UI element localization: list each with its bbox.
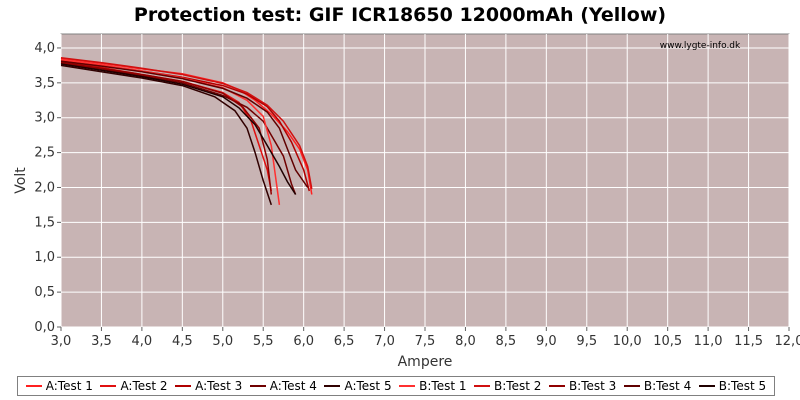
x-tick-label: 10,0	[613, 334, 642, 349]
legend-item-5: A:Test 5	[324, 379, 392, 393]
legend-label: B:Test 1	[419, 379, 467, 393]
legend-swatch	[698, 385, 715, 387]
legend-label: A:Test 1	[45, 379, 93, 393]
watermark-text: www.lygte-info.dk	[660, 41, 741, 51]
legend-label: B:Test 4	[643, 379, 692, 393]
y-tick-label: 4,0	[34, 41, 55, 56]
series-line-7	[60, 56, 313, 190]
legend-swatch	[399, 385, 416, 387]
legend-swatch	[249, 385, 266, 387]
y-tick-label: 3,0	[34, 111, 55, 126]
legend: A:Test 1 A:Test 2 A:Test 3 A:Test 4 A:Test 5…	[17, 376, 775, 396]
x-tick-label: 6,0	[293, 334, 314, 349]
x-tick-label: 11,5	[734, 334, 763, 349]
y-axis-label: Volt	[13, 167, 29, 194]
x-tick-label: 7,5	[415, 334, 436, 349]
x-tick-label: 7,0	[374, 334, 395, 349]
legend-swatch	[324, 385, 341, 387]
series-lines	[60, 56, 313, 206]
x-tick-label: 8,5	[496, 334, 517, 349]
x-tick-label: 8,0	[455, 334, 476, 349]
legend-item-3: A:Test 3	[175, 379, 242, 393]
x-axis-label: Ampere	[398, 354, 453, 370]
series-line-4	[60, 62, 297, 195]
legend-swatch	[175, 385, 192, 387]
x-tick-label: 3,5	[91, 334, 112, 349]
x-tick-label: 12,0	[775, 334, 800, 349]
x-tick-label: 11,0	[694, 334, 723, 349]
legend-swatch	[100, 385, 117, 387]
x-tick-label: 4,5	[172, 334, 193, 349]
y-tick-label: 0,5	[34, 285, 55, 300]
series-line-8	[60, 61, 273, 195]
legend-item-6: B:Test 1	[399, 379, 466, 393]
legend-item-4: A:Test 4	[249, 379, 317, 393]
x-tick-label: 6,5	[334, 334, 355, 349]
series-line-5	[60, 64, 273, 206]
legend-label: A:Test 5	[344, 379, 392, 393]
y-tick-label: 1,0	[34, 250, 55, 265]
legend-swatch	[474, 385, 491, 387]
x-tick-label: 4,0	[132, 334, 153, 349]
x-tick-label: 9,5	[576, 334, 597, 349]
y-tick-label: 2,5	[34, 146, 55, 161]
x-tick-label: 5,0	[212, 334, 233, 349]
legend-item-7: B:Test 2	[474, 379, 541, 393]
legend-item-1: A:Test 1	[25, 379, 93, 393]
legend-swatch	[623, 385, 640, 387]
legend-swatch	[25, 385, 42, 387]
y-tick-label: 0,0	[34, 320, 55, 335]
legend-label: B:Test 3	[568, 379, 617, 393]
x-tick-label: 10,5	[653, 334, 682, 349]
x-tick-label: 5,5	[253, 334, 274, 349]
series-line-10	[60, 63, 297, 195]
series-line-9	[60, 60, 309, 188]
x-tick-label: 3,0	[51, 334, 72, 349]
legend-label: A:Test 2	[120, 379, 168, 393]
y-tick-label: 2,0	[34, 180, 55, 195]
y-tick-label: 3,5	[34, 76, 55, 91]
y-tick-label: 1,5	[34, 215, 55, 230]
legend-label: B:Test 2	[494, 379, 542, 393]
x-tick-label: 9,0	[536, 334, 557, 349]
legend-item-2: A:Test 2	[100, 379, 168, 393]
legend-item-10: B:Test 5	[698, 379, 767, 393]
legend-item-8: B:Test 3	[548, 379, 617, 393]
axes: 3,0 3,5 4,0 4,5 5,0 5,5 6,0 6,5 7,0 7,5 8,0 8,5 9,0 9…	[34, 41, 800, 349]
legend-item-9: B:Test 4	[623, 379, 692, 393]
legend-label: A:Test 3	[195, 379, 243, 393]
chart-title: Protection test: GIF ICR18650 12000mAh (…	[133, 4, 667, 26]
legend-label: B:Test 5	[718, 379, 767, 393]
legend-label: A:Test 4	[269, 379, 317, 393]
legend-swatch	[548, 385, 565, 387]
